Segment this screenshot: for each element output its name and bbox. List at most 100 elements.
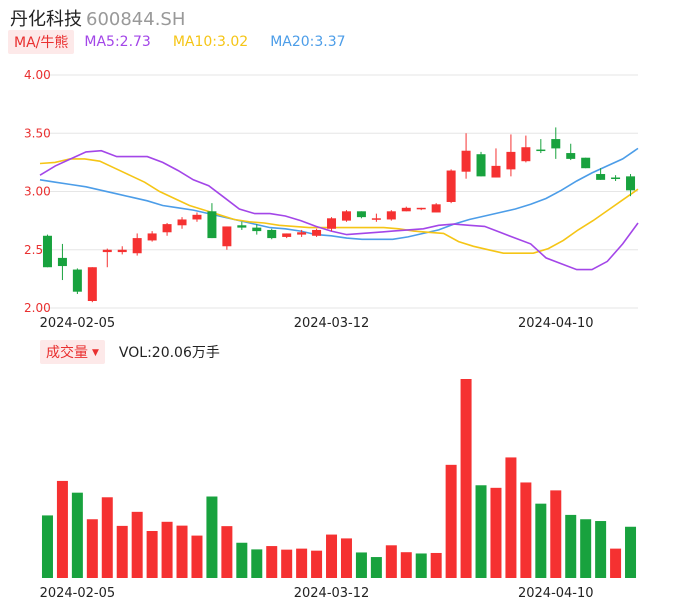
volume-bar bbox=[281, 549, 293, 578]
candle-body bbox=[611, 177, 621, 180]
volume-bar bbox=[445, 464, 457, 578]
x-tick-label: 2024-02-05 bbox=[40, 316, 116, 331]
candle-body bbox=[401, 207, 411, 212]
candle-body bbox=[626, 176, 636, 191]
candle-body bbox=[371, 218, 381, 220]
candle-body bbox=[177, 219, 187, 226]
candle-body bbox=[566, 153, 576, 159]
volume-bar bbox=[475, 485, 487, 578]
volume-x-tick-label: 2024-02-05 bbox=[40, 586, 116, 601]
volume-bar bbox=[131, 511, 143, 578]
candle-body bbox=[476, 154, 486, 177]
stock-name: 丹化科技 bbox=[10, 9, 82, 30]
stock-title: 丹化科技 600844.SH bbox=[10, 5, 185, 31]
volume-value: VOL:20.06万手 bbox=[118, 345, 220, 361]
volume-bar bbox=[161, 521, 173, 578]
candle-body bbox=[461, 150, 471, 172]
ma10-legend: MA10:3.02 bbox=[172, 34, 249, 50]
candle-body bbox=[416, 207, 426, 210]
volume-bar bbox=[101, 497, 113, 578]
volume-bar bbox=[565, 514, 577, 578]
volume-bar bbox=[520, 482, 532, 578]
volume-bar bbox=[505, 457, 517, 578]
volume-bar bbox=[41, 515, 53, 578]
volume-bar bbox=[146, 530, 158, 578]
volume-bar bbox=[86, 519, 98, 578]
candle-body bbox=[87, 267, 97, 302]
volume-bar bbox=[191, 535, 203, 578]
candle-body bbox=[162, 224, 172, 233]
candle-body bbox=[551, 139, 561, 149]
volume-bar bbox=[206, 496, 218, 578]
candle-body bbox=[446, 170, 456, 202]
candle-body bbox=[267, 229, 277, 239]
ma10-line bbox=[39, 158, 639, 254]
y-tick-label: 3.50 bbox=[24, 126, 51, 140]
volume-bar bbox=[311, 550, 323, 578]
ma20-line bbox=[39, 147, 639, 241]
candle-body bbox=[72, 269, 82, 292]
volume-x-tick-label: 2024-04-10 bbox=[518, 586, 594, 601]
candle-body bbox=[282, 233, 292, 237]
x-tick-label: 2024-03-12 bbox=[294, 316, 370, 331]
volume-bar bbox=[400, 552, 412, 578]
volume-bar bbox=[266, 546, 278, 578]
volume-bar bbox=[236, 542, 248, 578]
volume-bar bbox=[490, 487, 502, 578]
candle-body bbox=[506, 151, 516, 170]
candle-body bbox=[386, 211, 396, 220]
volume-bar bbox=[415, 553, 427, 578]
x-tick-label: 2024-04-10 bbox=[518, 316, 594, 331]
volume-bar bbox=[116, 525, 128, 578]
volume-bar bbox=[355, 552, 367, 578]
volume-bar bbox=[251, 549, 263, 578]
candle-body bbox=[341, 211, 351, 221]
volume-bar bbox=[56, 480, 68, 578]
candle-body bbox=[491, 165, 501, 178]
candle-body bbox=[237, 225, 247, 228]
candle-body bbox=[581, 157, 591, 169]
volume-legend: 成交量 ▼ VOL:20.06万手 bbox=[40, 340, 220, 364]
ma5-legend: MA5:2.73 bbox=[84, 34, 151, 50]
volume-bar bbox=[430, 552, 442, 578]
volume-bar bbox=[625, 526, 637, 578]
y-tick-label: 2.00 bbox=[24, 301, 51, 315]
candle-body bbox=[42, 235, 52, 268]
ma20-legend: MA20:3.37 bbox=[270, 34, 346, 50]
volume-x-tick-label: 2024-03-12 bbox=[294, 586, 370, 601]
y-tick-label: 3.00 bbox=[24, 185, 51, 199]
y-tick-label: 4.00 bbox=[24, 68, 51, 82]
volume-bar bbox=[595, 521, 607, 578]
candle-body bbox=[356, 211, 366, 218]
candle-body bbox=[192, 214, 202, 220]
ma-indicator-tag[interactable]: MA/牛熊 bbox=[8, 30, 75, 54]
candle-body bbox=[147, 233, 157, 241]
candle-body bbox=[57, 257, 67, 267]
volume-bar bbox=[610, 548, 622, 578]
volume-bar bbox=[340, 538, 352, 578]
candle-body bbox=[536, 149, 546, 152]
volume-indicator-tag[interactable]: 成交量 ▼ bbox=[40, 340, 105, 364]
caret-down-icon: ▼ bbox=[92, 348, 99, 358]
volume-bar bbox=[221, 526, 233, 578]
candle-body bbox=[596, 174, 606, 180]
candle-body bbox=[117, 249, 127, 253]
volume-bar bbox=[535, 503, 547, 578]
volume-bar bbox=[460, 379, 472, 578]
candle-body bbox=[312, 229, 322, 236]
candle-body bbox=[132, 238, 142, 254]
candle-body bbox=[327, 218, 337, 229]
volume-bar bbox=[176, 525, 188, 578]
volume-bar bbox=[296, 548, 308, 578]
ma-legend: MA/牛熊 MA5:2.73 MA10:3.02 MA20:3.37 bbox=[8, 30, 346, 54]
volume-bar bbox=[71, 492, 83, 578]
volume-bar bbox=[385, 545, 397, 578]
volume-bar bbox=[370, 557, 382, 578]
candle-body bbox=[252, 227, 262, 232]
candle-body bbox=[207, 211, 217, 239]
candle-body bbox=[297, 232, 307, 235]
candle-body bbox=[521, 147, 531, 162]
stock-code: 600844.SH bbox=[86, 9, 186, 30]
volume-bar bbox=[326, 534, 338, 578]
